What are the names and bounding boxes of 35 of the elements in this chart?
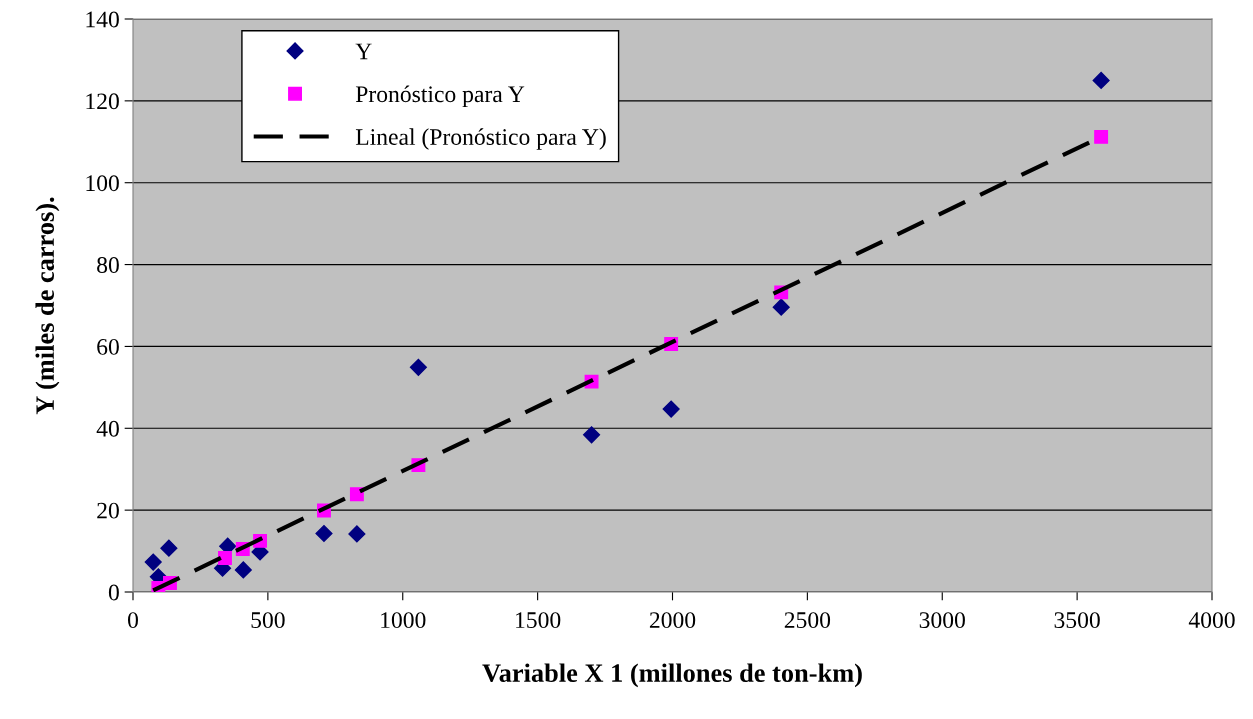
x-tick-label: 2500 <box>784 612 831 629</box>
x-tick-label: 2000 <box>649 612 696 629</box>
y-tick-label: 60 <box>97 338 119 355</box>
x-tick-label: 4000 <box>1188 612 1235 629</box>
point <box>349 487 364 502</box>
y-tick-label: 0 <box>108 584 119 601</box>
legend-label: Lineal (Pronóstico para Y) <box>355 128 606 150</box>
x-tick-label: 3500 <box>1054 612 1100 629</box>
point <box>662 400 680 418</box>
legend-label: Y <box>355 43 372 60</box>
x-tick-label: 0 <box>128 612 138 629</box>
x-tick-label: 500 <box>251 612 285 629</box>
legend-label: Pronóstico para Y <box>355 85 525 107</box>
x-tick-label: 3000 <box>919 612 965 629</box>
point <box>1092 71 1110 89</box>
point <box>348 525 366 543</box>
y-tick-label: 100 <box>86 175 119 192</box>
y-tick-label: 40 <box>96 420 119 437</box>
point <box>1094 129 1109 144</box>
y-tick-label: 120 <box>86 93 119 110</box>
point <box>409 358 427 376</box>
point <box>315 524 333 543</box>
y-axis-title: Y (miles de carros). <box>35 197 60 415</box>
point <box>144 553 162 571</box>
point <box>234 561 252 579</box>
point <box>218 551 232 565</box>
point <box>583 426 601 444</box>
point <box>160 539 178 557</box>
x-axis-title: Variable X 1 (millones de ton-km) <box>482 663 862 688</box>
x-tick-label: 1500 <box>516 612 561 629</box>
y-tick-label: 80 <box>97 257 119 273</box>
y-tick-label: 20 <box>97 502 119 519</box>
y-tick-label: 140 <box>86 11 119 28</box>
x-tick-label: 1000 <box>381 612 426 629</box>
point <box>772 298 790 316</box>
